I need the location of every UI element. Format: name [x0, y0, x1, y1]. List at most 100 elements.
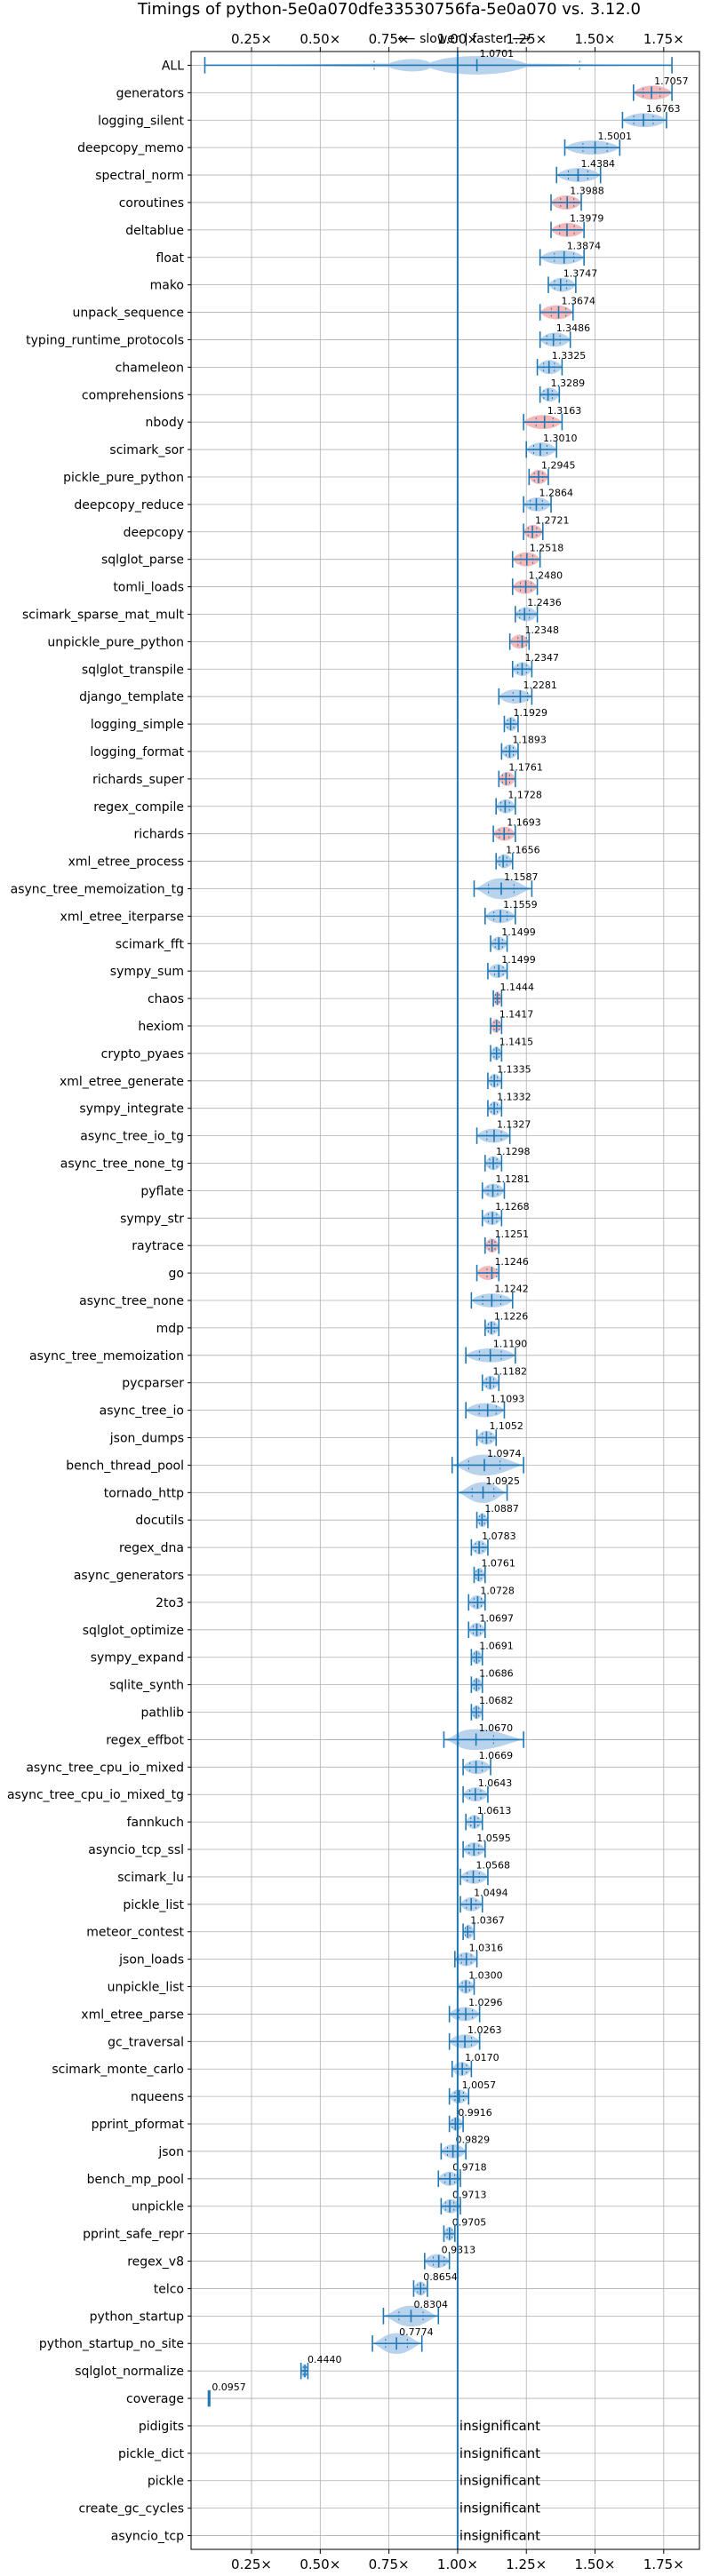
benchmark-label: django_template	[79, 690, 184, 704]
x-tick-label-top: 0.50×	[300, 31, 340, 47]
x-tick-label-bottom: 0.50×	[300, 2556, 340, 2572]
benchmark-label: fannkuch	[127, 1816, 184, 1830]
benchmark-label: float	[156, 251, 185, 266]
benchmark-label: scimark_sparse_mat_mult	[22, 608, 184, 622]
benchmark-label: async_tree_memoization	[29, 1349, 184, 1364]
x-tick-label-top: 0.25×	[231, 31, 272, 47]
value-label: 1.7057	[654, 76, 689, 87]
benchmark-label: chaos	[148, 992, 184, 1006]
value-label: 0.8654	[423, 2271, 457, 2283]
benchmark-label: tornado_http	[104, 1486, 184, 1500]
benchmark-label: nbody	[146, 416, 185, 430]
benchmark-label: pickle_pure_python	[63, 471, 184, 485]
benchmark-label: tomli_loads	[113, 581, 184, 595]
value-label: 1.0367	[470, 1914, 505, 1926]
value-label: 1.0697	[479, 1613, 514, 1625]
benchmark-label: asyncio_tcp_ssl	[88, 1843, 184, 1857]
benchmark-label: async_tree_cpu_io_mixed_tg	[7, 1788, 184, 1802]
value-label: 0.8304	[413, 2299, 448, 2310]
value-label: 1.1268	[495, 1201, 530, 1212]
value-label: 0.0957	[212, 2381, 245, 2393]
value-label: 1.0925	[486, 1475, 521, 1487]
benchmark-label: meteor_contest	[86, 1926, 184, 1940]
benchmark-label: telco	[154, 2282, 184, 2296]
value-label: 1.0887	[484, 1503, 519, 1515]
value-label: 1.1499	[501, 926, 536, 938]
value-label: 1.3486	[556, 322, 591, 334]
value-label: 0.9705	[452, 2216, 487, 2228]
value-label: 1.1415	[499, 1037, 534, 1048]
benchmark-label: bench_mp_pool	[87, 2173, 184, 2187]
value-label: 1.6763	[646, 103, 681, 115]
benchmark-label: create_gc_cycles	[78, 2502, 184, 2516]
benchmark-label: scimark_monte_carlo	[52, 2063, 184, 2077]
value-label: 1.2348	[525, 624, 560, 636]
benchmark-label: docutils	[135, 1514, 184, 1528]
benchmark-label: pickle_list	[123, 1898, 184, 1912]
value-label: 1.4384	[580, 158, 615, 170]
benchmark-label: deepcopy	[124, 526, 184, 540]
plot-frame	[190, 51, 700, 2550]
benchmark-label: regex_dna	[119, 1541, 184, 1555]
value-label: 1.1656	[506, 844, 540, 855]
benchmark-label: async_tree_io_tg	[80, 1130, 184, 1144]
value-label: 1.0728	[480, 1586, 515, 1597]
value-label: 1.3163	[547, 405, 582, 417]
benchmark-label: pprint_safe_repr	[83, 2228, 184, 2242]
value-label: 1.1327	[497, 1118, 531, 1130]
value-label: 1.1559	[503, 899, 538, 910]
x-tick-label-top: 1.00×	[437, 31, 478, 47]
benchmark-label: regex_effbot	[106, 1733, 184, 1747]
value-label: 1.0057	[462, 2079, 497, 2091]
benchmark-label: deepcopy_reduce	[74, 498, 184, 513]
benchmark-label: pathlib	[141, 1706, 185, 1721]
value-label: 1.0783	[482, 1530, 516, 1542]
x-tick-label-bottom: 0.75×	[369, 2556, 410, 2572]
benchmark-label: sqlglot_parse	[101, 553, 184, 568]
value-label: 1.0595	[476, 1833, 511, 1844]
value-label: 1.3674	[562, 295, 596, 306]
benchmark-label: scimark_lu	[117, 1871, 184, 1885]
x-tick-label-top: 1.75×	[643, 31, 684, 47]
benchmark-label: nqueens	[131, 2090, 184, 2104]
value-label: 1.1929	[514, 707, 548, 719]
value-label: 1.0263	[467, 2024, 502, 2036]
benchmark-label: unpickle_list	[108, 1981, 185, 1995]
benchmark-label: hexiom	[138, 1020, 184, 1034]
value-label: 1.3747	[563, 267, 598, 279]
benchmark-label: xml_etree_generate	[60, 1075, 184, 1089]
benchmark-label: generators	[116, 86, 184, 100]
x-tick-label-bottom: 1.00×	[437, 2556, 478, 2572]
x-tick-label-bottom: 0.25×	[231, 2556, 272, 2572]
benchmark-label: bench_thread_pool	[66, 1459, 184, 1473]
value-label: 1.0670	[479, 1722, 514, 1734]
benchmark-label: pprint_pformat	[92, 2118, 185, 2132]
benchmark-label: sympy_sum	[110, 965, 184, 979]
value-label: 1.1693	[507, 816, 541, 828]
benchmark-label: sympy_expand	[91, 1651, 184, 1666]
benchmark-label: asyncio_tcp	[111, 2530, 184, 2544]
value-label: 1.1332	[497, 1091, 531, 1102]
benchmark-label: gc_traversal	[108, 2035, 184, 2049]
value-label: 1.1587	[504, 871, 539, 883]
benchmark-label: async_tree_memoization_tg	[11, 882, 184, 896]
benchmark-label: spectral_norm	[95, 169, 184, 183]
value-label: 1.1298	[496, 1146, 531, 1157]
benchmark-label: async_tree_none_tg	[60, 1157, 184, 1171]
benchmark-label: regex_compile	[93, 800, 184, 815]
benchmark-label: json_loads	[118, 1953, 184, 1968]
benchmark-label: unpickle	[132, 2200, 184, 2214]
benchmark-label: unpickle_pure_python	[47, 635, 184, 649]
benchmark-label: richards	[134, 828, 185, 842]
value-label: 1.0701	[480, 48, 515, 60]
insignificant-note: insignificant	[459, 2445, 540, 2461]
benchmark-label: scimark_sor	[109, 443, 184, 457]
value-label: 1.0316	[469, 1942, 504, 1953]
direction-label: ⟵ slower | faster ⟶	[398, 32, 531, 46]
value-label: 1.2480	[529, 569, 563, 581]
benchmark-label: pyflate	[140, 1184, 184, 1198]
benchmark-label: sqlglot_transpile	[82, 663, 184, 677]
value-label: 1.1761	[508, 762, 543, 774]
value-label: 1.2281	[523, 680, 557, 691]
benchmark-label: sqlglot_optimize	[83, 1624, 184, 1638]
